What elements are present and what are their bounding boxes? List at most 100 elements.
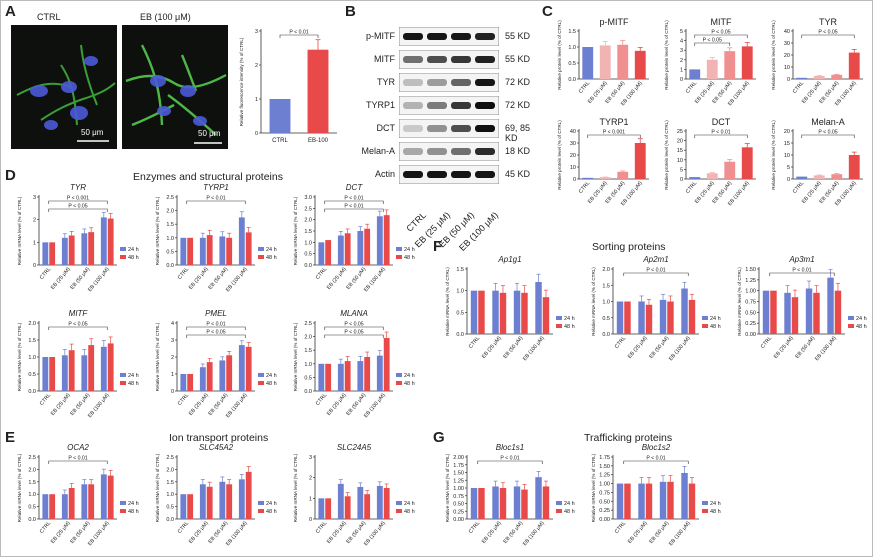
y-axis-label: Relative mRNA level (% of CTRL) <box>737 267 742 336</box>
bar-48h <box>49 494 56 519</box>
y-axis-label: Relative mRNA level (% of CTRL) <box>445 453 450 522</box>
wb-band <box>475 102 495 109</box>
y-tick-label: 1.00 <box>745 289 756 295</box>
y-tick-label: 0.5 <box>166 249 174 255</box>
x-tick-label: CTRL <box>315 392 329 406</box>
bar-48h <box>49 357 56 391</box>
wb-band <box>451 148 471 155</box>
significance-bracket <box>587 134 641 138</box>
chart-title: Bloc1s1 <box>496 443 524 452</box>
y-tick-label: 0.25 <box>453 509 464 515</box>
y-tick-label: 0 <box>787 177 790 183</box>
y-tick-label: 1.50 <box>453 471 464 477</box>
wb-strip <box>399 142 499 161</box>
bar-24h <box>376 355 383 391</box>
bar-48h <box>688 299 696 334</box>
legend-swatch-24h <box>258 247 264 251</box>
bar <box>724 161 736 179</box>
y-tick-label: 0.0 <box>166 263 174 269</box>
x-tick-label: EB-100 <box>308 138 329 144</box>
y-axis-label: Relative mRNA level (% of CTRL) <box>155 196 160 265</box>
y-tick-label: 20 <box>677 139 683 145</box>
y-tick-label: 10 <box>784 65 790 71</box>
significance-label: P < 0.01 <box>646 268 665 274</box>
y-tick-label: 1.5 <box>28 480 36 486</box>
y-axis-label: Relative mRNA level (% of CTRL) <box>155 322 160 391</box>
bar-48h <box>187 374 194 391</box>
chart-title: MLANA <box>340 309 368 318</box>
bar-24h <box>219 481 226 519</box>
chart-c-dct: DCT 0 5 10 15 20 25 Relative protein level (% o… <box>664 117 756 207</box>
micrograph-eb100: 50 μm <box>122 25 228 149</box>
chart-c-tyrp1: TYRP1 0 10 20 30 40 Relative protein level (% … <box>557 117 649 207</box>
x-tick-label: EB (50 μM) <box>502 335 524 360</box>
legend-swatch-24h <box>396 501 402 505</box>
bar <box>689 177 701 179</box>
chart-d-tyr: TYR 0 1 2 3 Relative mRNA level (% of CTRL) 24… <box>17 183 139 293</box>
y-tick-label: 3 <box>33 195 36 201</box>
significance-bracket <box>186 200 246 204</box>
x-tick-label: CTRL <box>578 80 592 94</box>
y-tick-label: 1.5 <box>456 267 464 273</box>
legend-label-24h: 24 h <box>856 316 867 322</box>
bar <box>813 76 825 79</box>
y-tick-label: 1.75 <box>599 455 610 461</box>
bar-24h <box>100 346 107 391</box>
wb-strip <box>399 27 499 46</box>
wb-band <box>427 56 447 63</box>
y-axis-label: Relative mRNA level (% of CTRL) <box>293 322 298 391</box>
y-tick-label: 0.5 <box>166 505 174 511</box>
bar <box>269 99 291 133</box>
panel-label-g: G <box>433 429 445 446</box>
chart-title: Melan-A <box>811 117 845 127</box>
significance-bracket <box>324 200 384 204</box>
significance-label: P < 0.01 <box>344 204 363 210</box>
wb-band <box>451 125 471 132</box>
x-tick-label: EB (25 μM) <box>481 335 503 360</box>
bar-24h <box>513 486 521 519</box>
legend-label-24h: 24 h <box>710 501 721 507</box>
legend-label-48h: 48 h <box>128 381 139 387</box>
bar <box>706 173 718 179</box>
bar-48h <box>813 292 820 334</box>
x-tick-label: CTRL <box>177 392 191 406</box>
y-axis-label: Relative mRNA level (% of CTRL) <box>293 196 298 265</box>
bar-24h <box>199 237 206 265</box>
bar-24h <box>199 484 206 519</box>
bar <box>848 155 860 179</box>
legend-label-48h: 48 h <box>404 509 415 515</box>
significance-label: P < 0.01 <box>711 130 730 136</box>
significance-bracket <box>623 272 689 276</box>
wb-band <box>475 148 495 155</box>
bar-48h <box>791 297 799 334</box>
legend-label-24h: 24 h <box>128 373 139 379</box>
significance-label: P < 0.01 <box>500 456 519 462</box>
significance-bracket <box>324 326 384 330</box>
y-axis-label: Relative mRNA level (% of CTRL) <box>591 267 596 336</box>
significance-bracket <box>48 200 108 204</box>
bar-48h <box>521 292 528 334</box>
bar-24h <box>337 235 344 265</box>
x-tick-label: EB (100 μM) <box>522 520 546 547</box>
x-tick-label: EB (100 μM) <box>668 520 692 547</box>
legend-label-24h: 24 h <box>564 316 575 322</box>
bar-24h <box>42 242 49 265</box>
significance-bracket <box>48 208 108 212</box>
x-tick-label: CTRL <box>39 520 53 534</box>
y-tick-label: 1.75 <box>453 463 464 469</box>
bar-24h <box>42 494 49 519</box>
chart-e-oca2: OCA2 0.0 0.5 1.0 1.5 2.0 2.5 Relative mRNA leve… <box>17 443 139 547</box>
y-tick-label: 2.5 <box>166 195 174 201</box>
chart-g-bloc1s2: Bloc1s2 0.00 0.25 0.50 0.75 1.00 1.25 1.50 1.75R… <box>591 443 721 547</box>
bar-48h <box>88 232 95 265</box>
bar-24h <box>659 481 667 519</box>
significance-label: P < 0.05 <box>206 330 225 336</box>
legend-label-48h: 48 h <box>564 324 575 330</box>
y-axis-label: Relative protein level (% of CTRL) <box>557 20 562 90</box>
y-tick-label: 0.5 <box>28 505 36 511</box>
wb-kd-label: 55 KD <box>505 54 531 64</box>
bar-48h <box>68 235 75 265</box>
y-axis-label: Relative mRNA level (% of CTRL) <box>445 267 450 336</box>
wb-protein-label: Melan-A <box>361 146 395 156</box>
bar-48h <box>499 488 507 519</box>
